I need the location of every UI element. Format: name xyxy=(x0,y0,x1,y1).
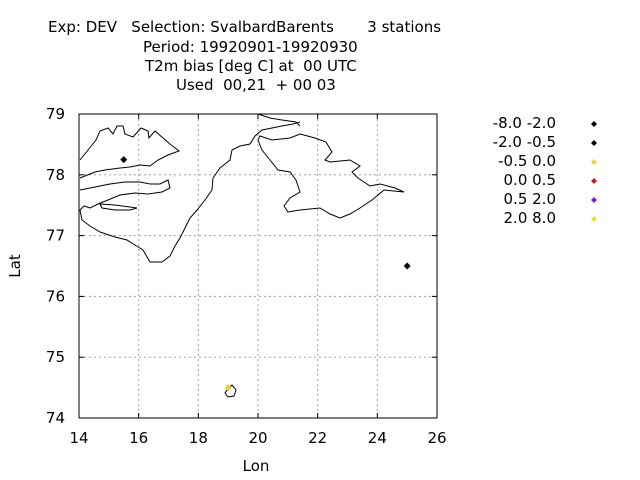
y-tick-label: 75 xyxy=(46,348,65,366)
station-marker xyxy=(403,262,411,270)
legend-marker xyxy=(591,178,597,184)
title-line-4: Used 00,21 + 00 03 xyxy=(176,76,336,94)
station-markers xyxy=(120,156,411,392)
coastline-north-edge xyxy=(257,113,301,127)
legend-label: -2.0 -0.5 xyxy=(493,133,556,151)
title-line-2: Period: 19920901-19920930 xyxy=(143,38,358,56)
legend-label: -8.0 -2.0 xyxy=(493,114,556,132)
y-tick-label: 77 xyxy=(46,227,65,245)
x-tick-label: 16 xyxy=(129,429,148,447)
coastline xyxy=(79,113,405,398)
coastline-edgeoya xyxy=(257,133,405,219)
coastline-storfjorden-inlet xyxy=(99,203,138,211)
x-tick-label: 24 xyxy=(368,429,387,447)
coastline-spitsbergen-west xyxy=(79,125,181,179)
y-tick-label: 76 xyxy=(46,287,65,305)
title-line-3: T2m bias [deg C] at 00 UTC xyxy=(145,57,357,75)
station-marker xyxy=(120,156,128,164)
y-axis-label: Lat xyxy=(6,254,24,278)
coastline-bjornoya xyxy=(224,384,237,398)
legend-label: 2.0 8.0 xyxy=(504,209,556,227)
legend: -8.0 -2.0-2.0 -0.5-0.5 0.00.0 0.50.5 2.0… xyxy=(493,114,597,227)
grid-lines xyxy=(79,114,437,418)
legend-label: -0.5 0.0 xyxy=(498,152,556,170)
y-tick-label: 79 xyxy=(46,105,65,123)
title-line-1: Exp: DEV Selection: SvalbardBarents 3 st… xyxy=(48,18,442,36)
y-tick-label: 78 xyxy=(46,166,65,184)
x-tick-label: 14 xyxy=(69,429,88,447)
axis-ticks: 14 16 18 20 22 24 26 74 75 76 77 78 79 xyxy=(46,105,447,447)
x-tick-label: 18 xyxy=(189,429,208,447)
legend-label: 0.5 2.0 xyxy=(504,190,556,208)
x-tick-label: 22 xyxy=(308,429,327,447)
x-tick-label: 26 xyxy=(427,429,446,447)
legend-marker xyxy=(591,197,597,203)
x-axis-label: Lon xyxy=(243,457,270,475)
station-marker xyxy=(224,384,232,392)
legend-label: 0.0 0.5 xyxy=(504,171,556,189)
x-tick-label: 20 xyxy=(248,429,267,447)
coastline-spitsbergen-south xyxy=(79,121,301,263)
legend-marker xyxy=(591,140,597,146)
y-tick-label: 74 xyxy=(46,409,65,427)
legend-marker xyxy=(591,121,597,127)
legend-marker xyxy=(591,159,597,165)
legend-marker xyxy=(591,216,597,222)
